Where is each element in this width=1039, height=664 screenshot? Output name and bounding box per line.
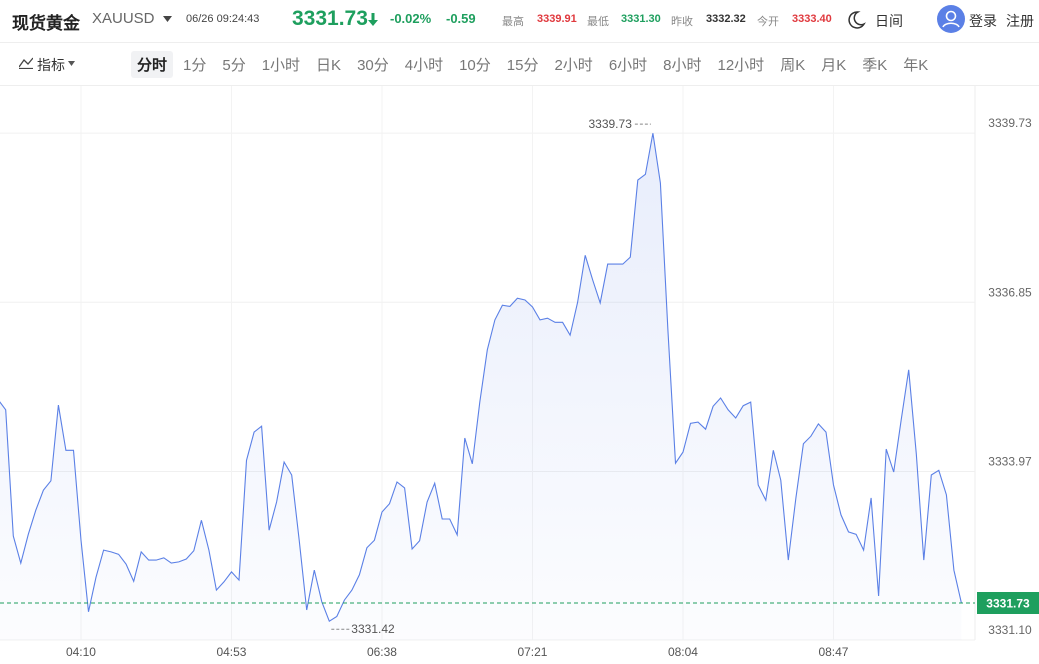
stat-value: 3333.40 bbox=[792, 13, 832, 25]
period-tab[interactable]: 周K bbox=[780, 57, 806, 74]
stat-value: 3339.91 bbox=[537, 13, 577, 25]
period-tab[interactable]: 30分 bbox=[357, 57, 389, 74]
last-price-label: 3331.73 bbox=[986, 597, 1030, 611]
period-tab[interactable]: 2小时 bbox=[554, 57, 593, 74]
avatar[interactable] bbox=[937, 5, 965, 33]
x-tick-label: 04:53 bbox=[216, 645, 246, 659]
header: 现货黄金 XAUUSD 06/26 09:24:43 3331.73 -0.02… bbox=[0, 0, 1039, 43]
period-tab[interactable]: 季K bbox=[862, 57, 888, 74]
period-tab[interactable]: 10分 bbox=[459, 57, 491, 74]
high-label: 3339.73 bbox=[588, 117, 632, 131]
period-tab[interactable]: 日K bbox=[316, 57, 342, 74]
caret bbox=[163, 16, 172, 22]
period-tab[interactable]: 4小时 bbox=[404, 57, 444, 74]
period-tab[interactable]: 1分 bbox=[183, 57, 207, 74]
period-tab[interactable]: 年K bbox=[903, 57, 929, 74]
down-arrow bbox=[368, 13, 378, 26]
register[interactable]: 注册 bbox=[1006, 13, 1034, 29]
period-tab[interactable]: 12小时 bbox=[717, 57, 765, 74]
x-tick-label: 07:21 bbox=[517, 645, 547, 659]
area-fill bbox=[0, 133, 962, 640]
y-tick-label: 3333.97 bbox=[988, 454, 1032, 468]
stat-label: 最低 bbox=[587, 16, 609, 28]
symbol[interactable]: XAUUSD bbox=[92, 10, 155, 27]
y-tick-label: 3339.73 bbox=[988, 116, 1032, 130]
change: -0.59 bbox=[446, 11, 476, 26]
x-tick-label: 06:38 bbox=[367, 645, 397, 659]
low-label: 3331.42 bbox=[351, 622, 395, 636]
timestamp: 06/26 09:24:43 bbox=[186, 13, 260, 25]
period-tab[interactable]: 15分 bbox=[506, 57, 539, 74]
last-price-tag bbox=[977, 592, 1039, 614]
indicator-button[interactable]: 指标 bbox=[37, 57, 65, 73]
x-tick-label: 04:10 bbox=[66, 645, 96, 659]
period-tab[interactable]: 5分 bbox=[222, 57, 246, 74]
stat-value: 3332.32 bbox=[706, 13, 746, 25]
theme-toggle[interactable]: 日间 bbox=[875, 13, 903, 29]
moon-icon[interactable] bbox=[846, 10, 866, 30]
y-tick-label: 3331.10 bbox=[988, 623, 1032, 637]
x-tick-label: 08:04 bbox=[668, 645, 698, 659]
period-tabs: 分时 1分 5分 1小时 日K 30分 4小时 10分 15分 2小时 6小时 8小时 12小时 周K 月K… bbox=[131, 51, 934, 78]
toolbar: 指标 分时 1分 5分 1小时 日K 30分 4小时 10分 15分 2小时 6小时 8小时 12小时周… bbox=[0, 43, 1039, 86]
price-line bbox=[0, 133, 962, 623]
x-tick-label: 08:47 bbox=[818, 645, 848, 659]
stat-label: 今开 bbox=[757, 16, 779, 28]
indicator-icon bbox=[19, 57, 33, 69]
instrument-title: 现货黄金 bbox=[12, 14, 80, 33]
caret bbox=[68, 61, 75, 66]
price: 3331.73 bbox=[292, 7, 368, 30]
stat-value: 3331.30 bbox=[621, 13, 661, 25]
stat-label: 最高 bbox=[502, 16, 524, 28]
change-percent: -0.02% bbox=[390, 11, 432, 26]
login[interactable]: 登录 bbox=[969, 13, 997, 29]
stat-label: 昨收 bbox=[671, 16, 693, 28]
period-tab[interactable]: 1小时 bbox=[261, 57, 301, 74]
y-tick-label: 3336.85 bbox=[988, 285, 1032, 299]
period-tab[interactable]: 6小时 bbox=[608, 57, 648, 74]
period-tab[interactable]: 8小时 bbox=[663, 57, 702, 74]
period-tab[interactable]: 月K bbox=[821, 57, 847, 74]
period-tab[interactable]: 分时 bbox=[131, 51, 174, 78]
